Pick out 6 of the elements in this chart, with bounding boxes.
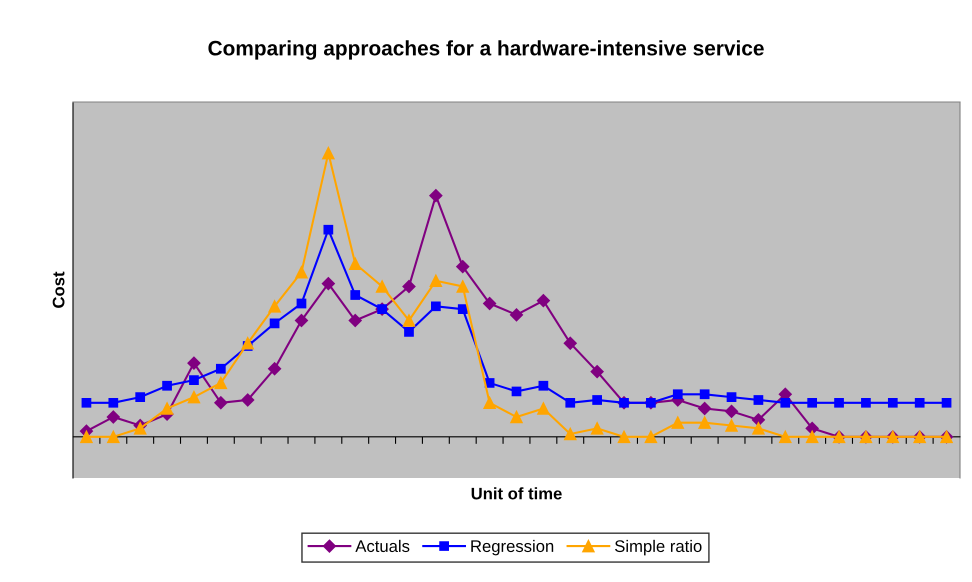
chart-title: Comparing approaches for a hardware-intensive service [208, 40, 764, 60]
legend-label: Regression [471, 540, 554, 556]
x-axis-title: Unit of time [472, 487, 562, 500]
y-axis-title: Cost [52, 272, 64, 308]
legend-label: Actuals [355, 540, 410, 552]
legend-label: Simple ratio [615, 540, 702, 556]
